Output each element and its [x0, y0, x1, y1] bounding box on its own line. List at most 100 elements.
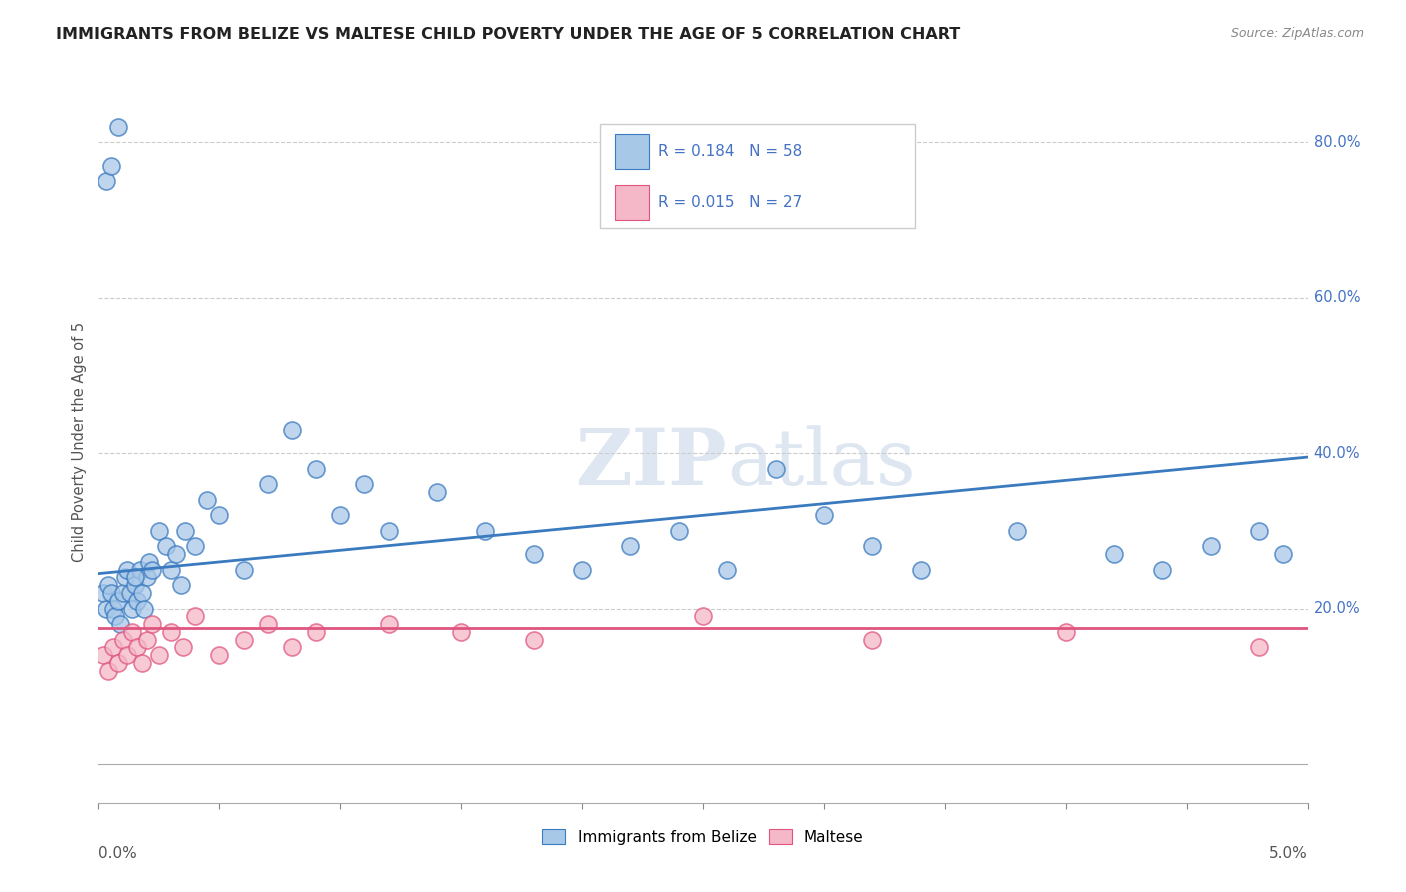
- Point: [155, 540, 177, 554]
- Point: [124, 570, 146, 584]
- Point: [523, 547, 546, 561]
- Point: [232, 563, 254, 577]
- Text: Source: ZipAtlas.com: Source: ZipAtlas.com: [1230, 27, 1364, 40]
- Point: [813, 508, 835, 523]
- Point: [668, 524, 690, 538]
- Point: [91, 648, 114, 663]
- Point: [107, 120, 129, 134]
- Point: [692, 609, 714, 624]
- Point: [377, 617, 399, 632]
- Point: [571, 563, 593, 577]
- Point: [281, 423, 304, 437]
- Point: [184, 540, 207, 554]
- Text: 0.0%: 0.0%: [98, 847, 138, 861]
- Point: [256, 617, 278, 632]
- Point: [97, 664, 120, 678]
- Text: 20.0%: 20.0%: [1313, 601, 1360, 616]
- Point: [135, 632, 157, 647]
- Point: [121, 624, 143, 639]
- Point: [97, 578, 120, 592]
- Point: [619, 540, 641, 554]
- Point: [1102, 547, 1125, 561]
- Point: [114, 570, 136, 584]
- Text: R = 0.015   N = 27: R = 0.015 N = 27: [658, 194, 803, 210]
- Point: [523, 632, 546, 647]
- Point: [195, 492, 218, 507]
- Point: [141, 563, 163, 577]
- Point: [860, 540, 883, 554]
- Point: [101, 640, 124, 655]
- Point: [141, 617, 163, 632]
- Point: [134, 601, 156, 615]
- Point: [94, 601, 117, 615]
- Point: [100, 159, 122, 173]
- Point: [305, 461, 328, 475]
- Point: [329, 508, 352, 523]
- Point: [124, 578, 146, 592]
- Point: [426, 485, 449, 500]
- Y-axis label: Child Poverty Under the Age of 5: Child Poverty Under the Age of 5: [72, 321, 87, 562]
- Text: IMMIGRANTS FROM BELIZE VS MALTESE CHILD POVERTY UNDER THE AGE OF 5 CORRELATION C: IMMIGRANTS FROM BELIZE VS MALTESE CHILD …: [56, 27, 960, 42]
- Point: [174, 524, 197, 538]
- Point: [121, 601, 143, 615]
- FancyBboxPatch shape: [600, 124, 915, 228]
- Point: [118, 586, 141, 600]
- Point: [160, 624, 183, 639]
- Point: [160, 563, 183, 577]
- Point: [165, 547, 187, 561]
- Point: [910, 563, 932, 577]
- Point: [117, 648, 139, 663]
- Point: [100, 586, 122, 600]
- Text: R = 0.184   N = 58: R = 0.184 N = 58: [658, 145, 803, 160]
- Point: [111, 632, 134, 647]
- Point: [377, 524, 399, 538]
- Point: [131, 656, 153, 670]
- Point: [91, 586, 114, 600]
- Bar: [614, 135, 648, 169]
- Point: [128, 563, 150, 577]
- Point: [131, 586, 153, 600]
- Point: [256, 477, 278, 491]
- Point: [108, 617, 131, 632]
- Point: [353, 477, 375, 491]
- Point: [281, 640, 304, 655]
- Point: [1199, 540, 1222, 554]
- Point: [117, 563, 139, 577]
- Point: [169, 578, 191, 592]
- Point: [450, 624, 472, 639]
- Point: [138, 555, 160, 569]
- Text: 80.0%: 80.0%: [1313, 135, 1360, 150]
- Point: [184, 609, 207, 624]
- Point: [148, 524, 170, 538]
- Point: [148, 648, 170, 663]
- Text: 40.0%: 40.0%: [1313, 446, 1360, 460]
- Point: [716, 563, 738, 577]
- Point: [107, 656, 129, 670]
- Point: [208, 508, 231, 523]
- Text: 60.0%: 60.0%: [1313, 290, 1360, 305]
- Point: [107, 594, 129, 608]
- Point: [1249, 524, 1271, 538]
- Point: [232, 632, 254, 647]
- Point: [104, 609, 127, 624]
- Point: [1152, 563, 1174, 577]
- Point: [208, 648, 231, 663]
- Point: [765, 461, 787, 475]
- Bar: [614, 185, 648, 219]
- Text: ZIP: ZIP: [575, 425, 727, 501]
- Point: [474, 524, 496, 538]
- Text: 5.0%: 5.0%: [1268, 847, 1308, 861]
- Point: [111, 586, 134, 600]
- Point: [101, 601, 124, 615]
- Point: [1272, 547, 1295, 561]
- Legend: Immigrants from Belize, Maltese: Immigrants from Belize, Maltese: [537, 824, 869, 849]
- Point: [860, 632, 883, 647]
- Point: [127, 594, 149, 608]
- Point: [135, 570, 157, 584]
- Point: [94, 174, 117, 188]
- Point: [1054, 624, 1077, 639]
- Point: [305, 624, 328, 639]
- Point: [172, 640, 194, 655]
- Text: atlas: atlas: [727, 425, 915, 501]
- Point: [1249, 640, 1271, 655]
